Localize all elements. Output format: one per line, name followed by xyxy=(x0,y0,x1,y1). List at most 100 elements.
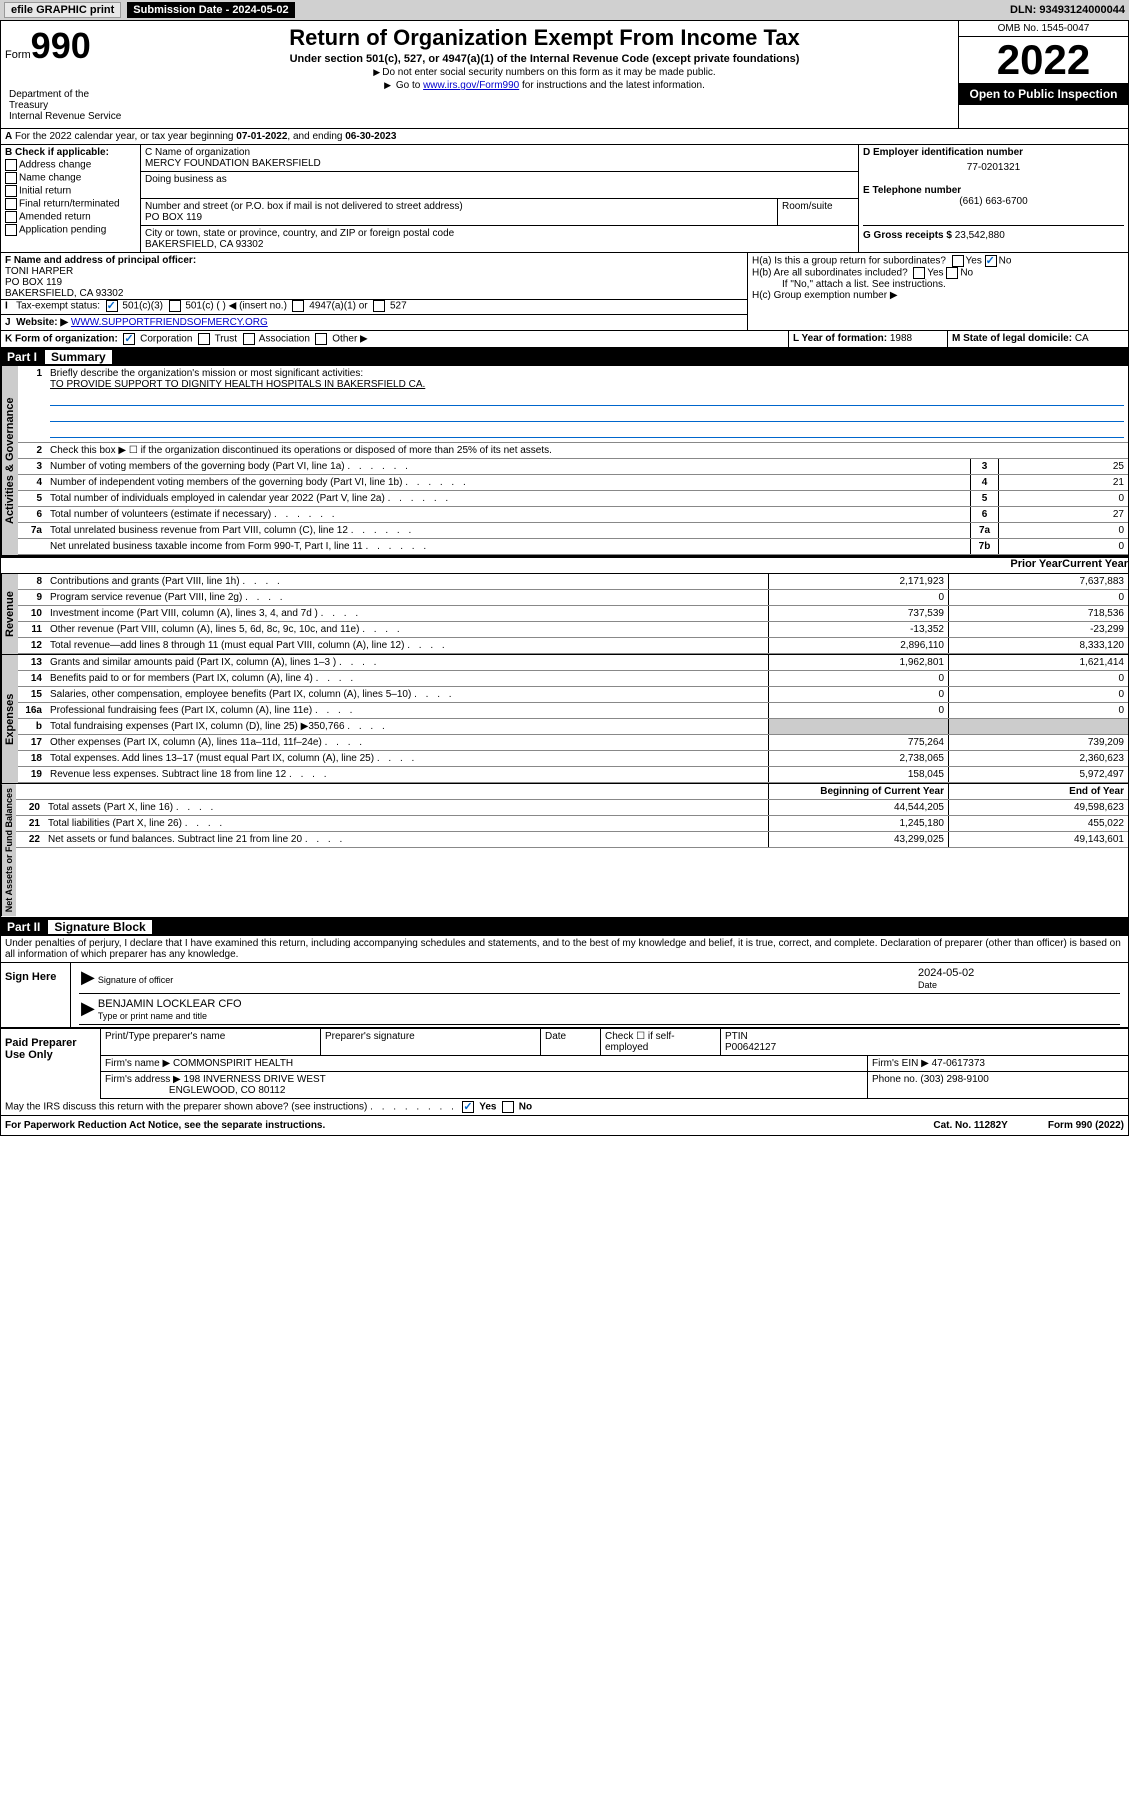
dba-box: Doing business as xyxy=(141,172,858,199)
val-row: b Total fundraising expenses (Part IX, c… xyxy=(18,719,1128,735)
may-irs: May the IRS discuss this return with the… xyxy=(1,1099,1128,1116)
tab-expenses: Expenses xyxy=(1,655,18,783)
form-number-block: Form990 Department of the TreasuryIntern… xyxy=(1,21,131,128)
officer: F Name and address of principal officer:… xyxy=(1,253,748,330)
hc: H(c) Group exemption number ▶ xyxy=(752,290,1124,301)
chk-address[interactable]: Address change xyxy=(5,159,136,171)
ein: 77-0201321 xyxy=(867,162,1120,173)
col-mid: C Name of organization MERCY FOUNDATION … xyxy=(141,145,858,252)
chk-name[interactable]: Name change xyxy=(5,172,136,184)
val-row: 13 Grants and similar amounts paid (Part… xyxy=(18,655,1128,671)
subtitle: Under section 501(c), 527, or 4947(a)(1)… xyxy=(135,53,954,65)
footer: For Paperwork Reduction Act Notice, see … xyxy=(1,1116,1128,1135)
omb: OMB No. 1545-0047 xyxy=(959,21,1128,37)
val-row: 16a Professional fundraising fees (Part … xyxy=(18,703,1128,719)
city: City or town, state or province, country… xyxy=(141,226,858,252)
addr-row: Number and street (or P.O. box if mail i… xyxy=(141,199,858,226)
street: Number and street (or P.O. box if mail i… xyxy=(141,199,778,225)
tax-year: 2022 xyxy=(959,37,1128,83)
chk-assoc[interactable] xyxy=(243,333,255,345)
note1: Do not enter social security numbers on … xyxy=(135,67,954,78)
tab-revenue: Revenue xyxy=(1,574,18,654)
line-a: A For the 2022 calendar year, or tax yea… xyxy=(1,129,1128,145)
page-title: Return of Organization Exempt From Incom… xyxy=(135,25,954,51)
cat-no: Cat. No. 11282Y xyxy=(933,1120,1007,1131)
col-headers-2: Net Assets or Fund Balances Beginning of… xyxy=(1,784,1128,917)
dln: DLN: 93493124000044 xyxy=(1010,4,1125,16)
chk-527[interactable] xyxy=(373,300,385,312)
part1-expenses: Expenses 13 Grants and similar amounts p… xyxy=(1,655,1128,784)
room: Room/suite xyxy=(778,199,858,225)
chk-corp[interactable] xyxy=(123,333,135,345)
form-container: Form990 Department of the TreasuryIntern… xyxy=(0,20,1129,1136)
topbar: efile GRAPHIC print Submission Date - 20… xyxy=(0,0,1129,20)
gov-row: 4 Number of independent voting members o… xyxy=(18,475,1128,491)
declaration: Under penalties of perjury, I declare th… xyxy=(1,936,1128,963)
val-row: 14 Benefits paid to or for members (Part… xyxy=(18,671,1128,687)
val-row: 8 Contributions and grants (Part VIII, l… xyxy=(18,574,1128,590)
chk-4947[interactable] xyxy=(292,300,304,312)
val-row: 10 Investment income (Part VIII, column … xyxy=(18,606,1128,622)
m-state: M State of legal domicile: CA xyxy=(948,331,1128,347)
val-row: 15 Salaries, other compensation, employe… xyxy=(18,687,1128,703)
chk-501c3[interactable] xyxy=(106,300,118,312)
phone: (661) 663-6700 xyxy=(863,196,1124,207)
firm-phone: (303) 298-9100 xyxy=(920,1074,988,1085)
chk-final[interactable]: Final return/terminated xyxy=(5,198,136,210)
sign-here-label: Sign Here xyxy=(1,963,71,1027)
chk-yes[interactable] xyxy=(462,1101,474,1113)
officer-name: BENJAMIN LOCKLEAR CFO xyxy=(98,998,242,1010)
mission: TO PROVIDE SUPPORT TO DIGNITY HEALTH HOS… xyxy=(50,379,425,390)
firm-addr: 198 INVERNESS DRIVE WEST xyxy=(184,1074,326,1085)
part1-revenue: Revenue 8 Contributions and grants (Part… xyxy=(1,574,1128,655)
chk-other[interactable] xyxy=(315,333,327,345)
chk-501c[interactable] xyxy=(169,300,181,312)
sign-fields: ▶ Signature of officer 2024-05-02Date ▶ … xyxy=(71,963,1128,1027)
note2: Go to www.irs.gov/Form990 for instructio… xyxy=(135,80,954,91)
gov-row: 5 Total number of individuals employed i… xyxy=(18,491,1128,507)
gov-row: Net unrelated business taxable income fr… xyxy=(18,539,1128,555)
val-row: 12 Total revenue—add lines 8 through 11 … xyxy=(18,638,1128,654)
chk-amended[interactable]: Amended return xyxy=(5,211,136,223)
chk-trust[interactable] xyxy=(198,333,210,345)
ha: H(a) Is this a group return for subordin… xyxy=(752,255,1124,267)
gov-rows: 1 Briefly describe the organization's mi… xyxy=(18,366,1128,555)
chk-no[interactable] xyxy=(502,1101,514,1113)
website-link[interactable]: WWW.SUPPORTFRIENDSOFMERCY.ORG xyxy=(71,317,268,328)
paid-preparer-block: Paid Preparer Use Only Print/Type prepar… xyxy=(1,1028,1128,1099)
efile-button[interactable]: efile GRAPHIC print xyxy=(4,2,121,18)
val-row: 21 Total liabilities (Part X, line 26) .… xyxy=(16,816,1128,832)
gov-row: 6 Total number of volunteers (estimate i… xyxy=(18,507,1128,523)
val-row: 18 Total expenses. Add lines 13–17 (must… xyxy=(18,751,1128,767)
sign-here-block: Sign Here ▶ Signature of officer 2024-05… xyxy=(1,963,1128,1028)
form-number: 990 xyxy=(31,25,91,66)
part1-governance: Activities & Governance 1 Briefly descri… xyxy=(1,366,1128,556)
gross-receipts: G Gross receipts $ 23,542,880 xyxy=(863,225,1124,241)
val-row: 11 Other revenue (Part VIII, column (A),… xyxy=(18,622,1128,638)
org-name: MERCY FOUNDATION BAKERSFIELD xyxy=(145,158,321,169)
hb: H(b) Are all subordinates included? Yes … xyxy=(752,267,1124,279)
col-b: B Check if applicable: Address change Na… xyxy=(1,145,141,252)
tab-governance: Activities & Governance xyxy=(1,366,18,555)
firm-name: COMMONSPIRIT HEALTH xyxy=(173,1058,293,1069)
part2-header: Part II Signature Block xyxy=(1,918,1128,936)
col-right: D Employer identification number 77-0201… xyxy=(858,145,1128,252)
chk-pending[interactable]: Application pending xyxy=(5,224,136,236)
chk-initial[interactable]: Initial return xyxy=(5,185,136,197)
line-1: 1 Briefly describe the organization's mi… xyxy=(18,366,1128,443)
k-form-org: K Form of organization: Corporation Trus… xyxy=(1,331,788,347)
rev-rows: 8 Contributions and grants (Part VIII, l… xyxy=(18,574,1128,654)
prep-fields: Print/Type preparer's name Preparer's si… xyxy=(101,1029,1128,1099)
hb-note: If "No," attach a list. See instructions… xyxy=(752,279,1124,290)
l-year: L Year of formation: 1988 xyxy=(788,331,948,347)
firm-ein: 47-0617373 xyxy=(932,1058,985,1069)
val-row: 20 Total assets (Part X, line 16) . . . … xyxy=(16,800,1128,816)
irs-link[interactable]: www.irs.gov/Form990 xyxy=(423,80,519,91)
col-headers-1: X Prior Year Current Year xyxy=(1,556,1128,574)
org-name-box: C Name of organization MERCY FOUNDATION … xyxy=(141,145,858,172)
section-h: H(a) Is this a group return for subordin… xyxy=(748,253,1128,330)
gov-row: 7a Total unrelated business revenue from… xyxy=(18,523,1128,539)
section-fh: F Name and address of principal officer:… xyxy=(1,253,1128,331)
val-row: 22 Net assets or fund balances. Subtract… xyxy=(16,832,1128,848)
submission-date: Submission Date - 2024-05-02 xyxy=(127,2,294,18)
